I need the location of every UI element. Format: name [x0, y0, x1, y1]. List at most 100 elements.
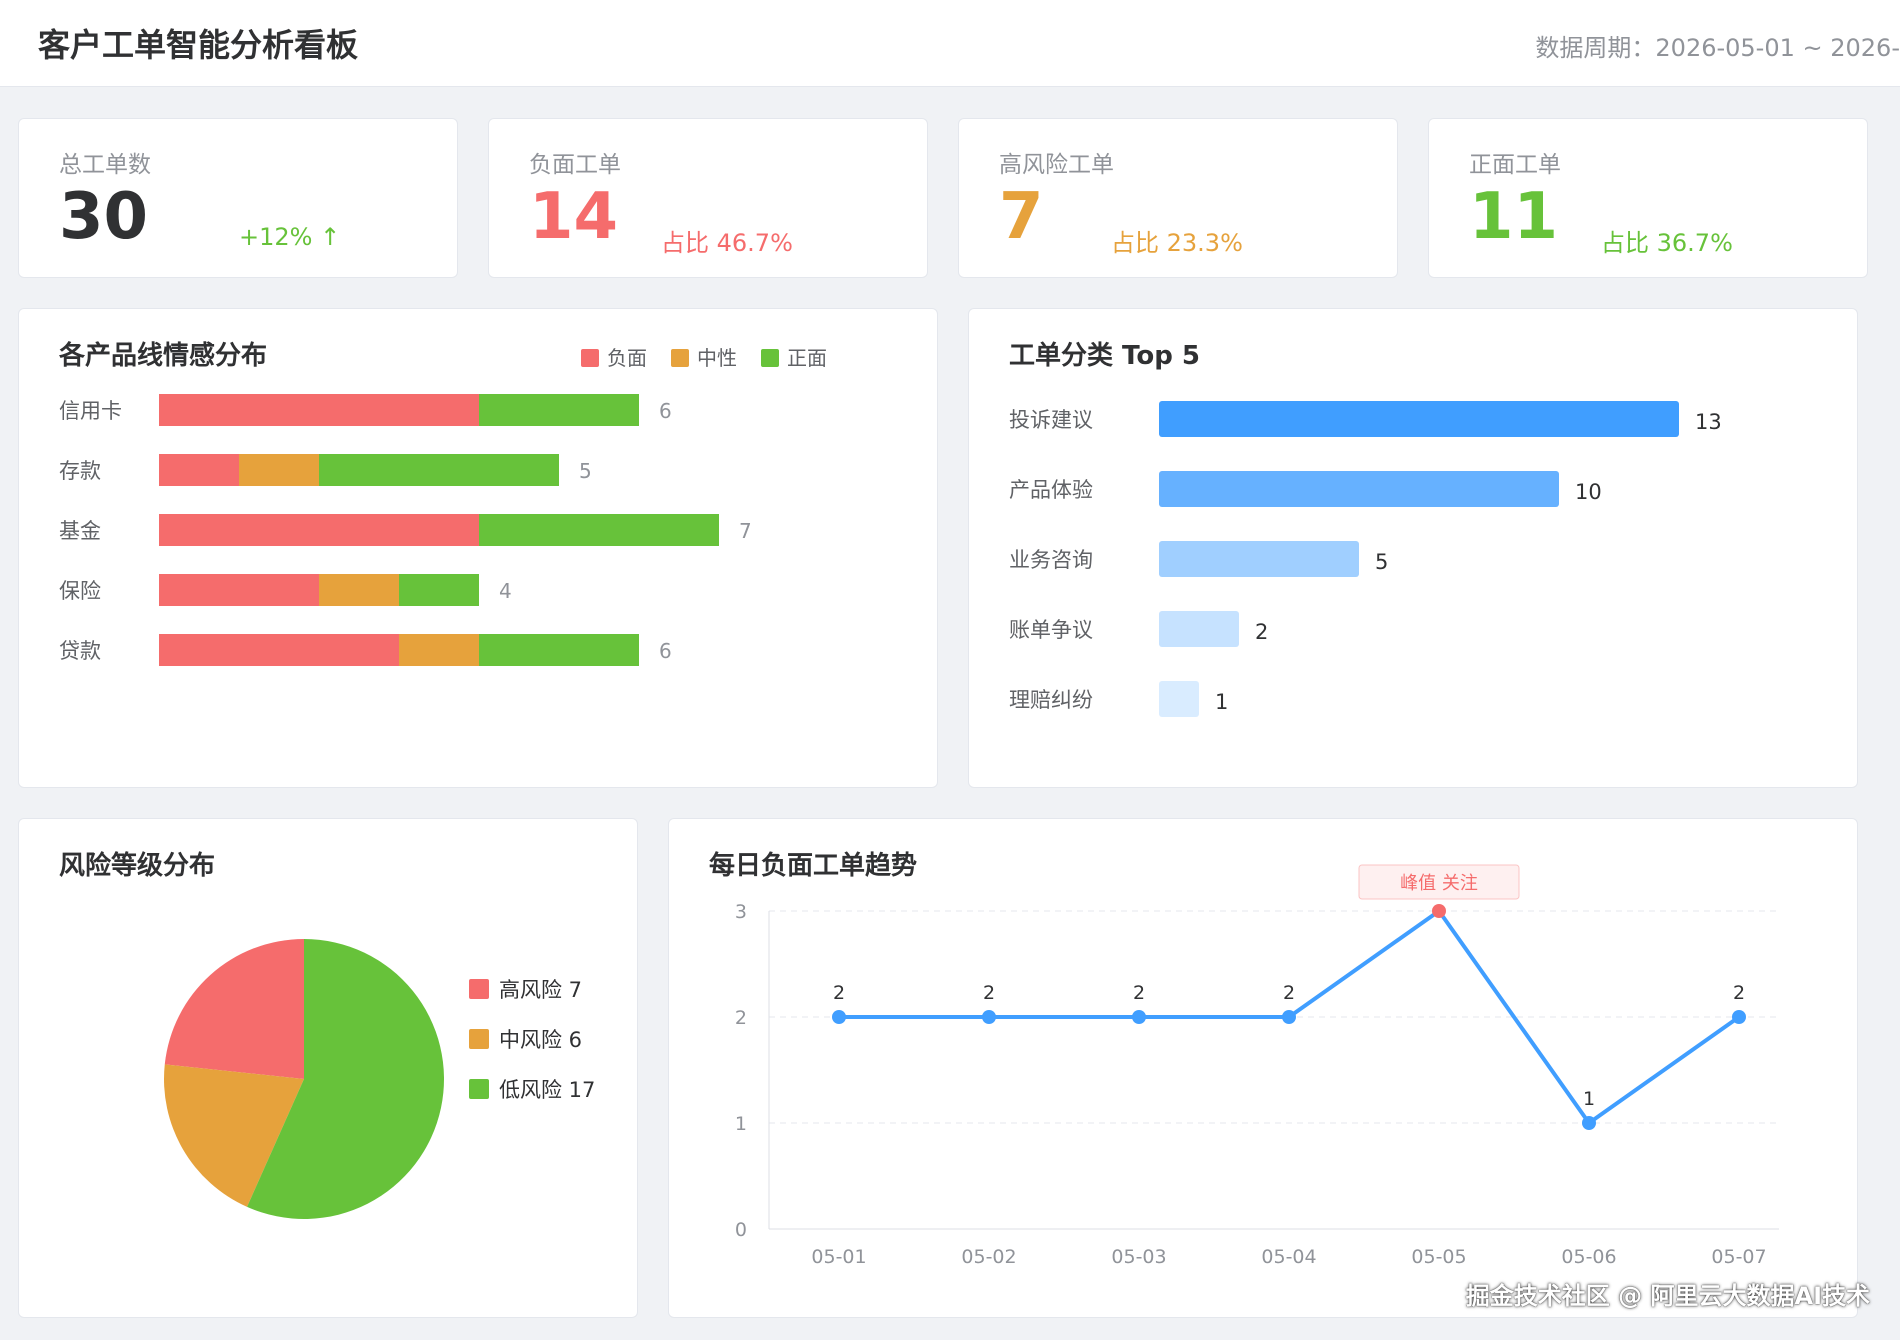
legend-label: 中性 — [697, 346, 737, 370]
legend-swatch — [581, 349, 599, 367]
y-tick-label: 业务咨询 — [1009, 548, 1093, 572]
x-tick-label: 05-04 — [1261, 1246, 1316, 1268]
panel-title: 风险等级分布 — [59, 851, 216, 881]
category-bar — [1159, 541, 1359, 577]
y-tick-label: 存款 — [59, 459, 101, 483]
bar-segment — [399, 634, 479, 666]
bar-segment — [159, 394, 479, 426]
x-tick-label: 05-03 — [1111, 1246, 1166, 1268]
stat-change: +12% ↑ — [239, 223, 341, 251]
stat-card-high-risk: 高风险工单 7 占比 23.3% — [958, 118, 1398, 278]
data-point — [1732, 1010, 1746, 1024]
data-label: 2 — [1733, 982, 1745, 1004]
stat-value: 7 — [999, 180, 1044, 254]
risk-panel: 风险等级分布 高风险 7 中风险 6 低风险 17 — [18, 818, 638, 1318]
legend-label: 低风险 17 — [499, 1078, 595, 1102]
stat-value: 30 — [59, 180, 149, 254]
data-point — [832, 1010, 846, 1024]
stat-ratio: 占比 23.3% — [1111, 229, 1243, 257]
stat-value: 14 — [529, 180, 619, 254]
y-tick-label: 账单争议 — [1009, 618, 1093, 642]
stat-card-total: 总工单数 30 +12% ↑ — [18, 118, 458, 278]
x-tick-label: 05-01 — [811, 1246, 866, 1268]
stat-value: 11 — [1469, 180, 1559, 254]
peak-annotation-label: 峰值 关注 — [1400, 873, 1478, 894]
category-bar — [1159, 681, 1199, 717]
bar-segment — [479, 394, 639, 426]
bar-segment — [159, 634, 399, 666]
data-label: 1 — [1583, 1088, 1595, 1110]
bar-total-label: 7 — [739, 519, 752, 543]
bar-value-label: 13 — [1695, 410, 1722, 434]
legend-swatch — [671, 349, 689, 367]
panel-title: 工单分类 Top 5 — [1009, 341, 1200, 371]
legend-label: 正面 — [787, 346, 827, 370]
y-tick-label: 3 — [735, 901, 747, 923]
panel-title: 各产品线情感分布 — [59, 341, 268, 371]
data-label: 2 — [833, 982, 845, 1004]
pie-slice — [164, 939, 304, 1079]
risk-pie-chart: 高风险 7 中风险 6 低风险 17 — [164, 939, 595, 1219]
stat-label: 总工单数 — [59, 152, 151, 178]
y-tick-label: 保险 — [59, 579, 101, 603]
stat-card-positive: 正面工单 11 占比 36.7% — [1428, 118, 1868, 278]
bar-total-label: 4 — [499, 579, 512, 603]
x-tick-label: 05-07 — [1711, 1246, 1766, 1268]
y-tick-label: 产品体验 — [1009, 478, 1093, 502]
trend-panel: 每日负面工单趋势 0 1 2 3 05-01 05-02 05-03 05-04 05-05 05… — [668, 818, 1858, 1318]
stat-label: 正面工单 — [1469, 152, 1561, 178]
stat-ratio: 占比 36.7% — [1601, 229, 1733, 257]
bar-value-label: 10 — [1575, 480, 1602, 504]
x-tick-label: 05-06 — [1561, 1246, 1616, 1268]
bar-value-label: 5 — [1375, 550, 1388, 574]
bar-segment — [319, 574, 399, 606]
trend-line-chart: 0 1 2 3 05-01 05-02 05-03 05-04 05-05 05-06 05-07 峰… — [735, 864, 1779, 1268]
bar-segment — [159, 574, 319, 606]
y-tick-label: 0 — [735, 1219, 747, 1241]
sentiment-panel: 各产品线情感分布 负面 中性 正面 信用卡 6 存款 5 基金 7 保险 4 贷款 6 — [18, 308, 938, 788]
category-bar — [1159, 471, 1559, 507]
legend-swatch — [761, 349, 779, 367]
bar-total-label: 6 — [659, 399, 672, 423]
category-panel: 工单分类 Top 5 投诉建议 13 产品体验 10 业务咨询 5 账单争议 2 理赔纠纷 1 — [968, 308, 1858, 788]
legend-swatch — [469, 979, 489, 999]
bar-segment — [159, 454, 239, 486]
category-chart: 投诉建议 13 产品体验 10 业务咨询 5 账单争议 2 理赔纠纷 1 — [1009, 401, 1722, 717]
legend-label: 高风险 7 — [499, 978, 582, 1002]
bar-segment — [479, 514, 719, 546]
bar-total-label: 6 — [659, 639, 672, 663]
stat-label: 负面工单 — [529, 152, 621, 178]
y-tick-label: 贷款 — [59, 639, 101, 663]
legend-label: 负面 — [607, 346, 647, 370]
watermark: 掘金技术社区 @ 阿里云大数据AI技术 — [1465, 1282, 1870, 1310]
stat-ratio: 占比 46.7% — [661, 229, 793, 257]
pie-slice — [164, 1064, 304, 1207]
bar-segment — [399, 574, 479, 606]
data-point — [1582, 1116, 1596, 1130]
dashboard-header: 客户工单智能分析看板 数据周期：2026-05-01 ~ 2026- — [0, 0, 1900, 87]
bar-value-label: 2 — [1255, 620, 1268, 644]
peak-annotation-box — [1358, 864, 1520, 900]
y-tick-label: 投诉建议 — [1009, 408, 1093, 432]
data-label: 2 — [983, 982, 995, 1004]
x-tick-label: 05-02 — [961, 1246, 1016, 1268]
legend-swatch — [469, 1029, 489, 1049]
data-label: 2 — [1133, 982, 1145, 1004]
data-period: 数据周期：2026-05-01 ~ 2026- — [1535, 34, 1900, 62]
y-tick-label: 基金 — [59, 519, 101, 543]
bar-segment — [479, 634, 639, 666]
bar-value-label: 1 — [1215, 690, 1228, 714]
x-tick-label: 05-05 — [1411, 1246, 1466, 1268]
data-point — [1432, 904, 1446, 918]
bar-total-label: 5 — [579, 459, 592, 483]
bar-segment — [239, 454, 319, 486]
pie-slice — [247, 939, 445, 1219]
legend-swatch — [469, 1079, 489, 1099]
stat-card-negative: 负面工单 14 占比 46.7% — [488, 118, 928, 278]
category-bar — [1159, 611, 1239, 647]
data-point — [982, 1010, 996, 1024]
stat-label: 高风险工单 — [999, 152, 1114, 178]
legend-label: 中风险 6 — [499, 1028, 582, 1052]
data-point — [1282, 1010, 1296, 1024]
